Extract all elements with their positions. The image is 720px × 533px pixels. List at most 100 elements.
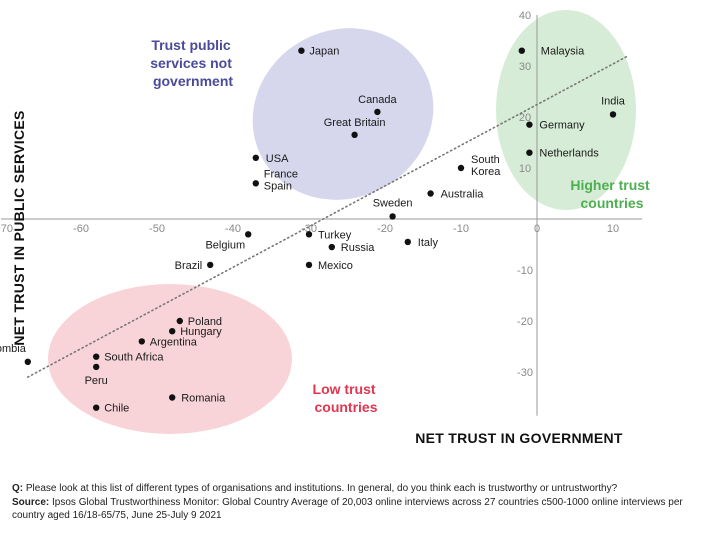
point-label-malaysia: Malaysia <box>541 46 585 58</box>
point-canada <box>374 108 381 116</box>
scatter-chart: -70 -60 -50 -40 -30 -20 -10 0 10 -30 -20 -10 10 20 30 4… <box>0 10 653 446</box>
point-label-turkey: Turkey <box>318 229 352 241</box>
source-text: Ipsos Global Trustworthiness Monitor: Gl… <box>12 496 683 522</box>
point-label-line: Argentina <box>150 336 198 348</box>
point-label-line: Turkey <box>318 229 352 241</box>
point-label-mexico: Mexico <box>318 260 353 272</box>
point-label-south-africa: South Africa <box>104 352 164 364</box>
point-label-canada: Canada <box>358 94 397 106</box>
group-ellipse-trust-public-services <box>252 28 434 200</box>
y-tick-label: 40 <box>519 10 531 22</box>
group-ellipse-higher-trust <box>496 10 636 210</box>
point-label-line: Malaysia <box>541 46 585 58</box>
point-label-line: Spain <box>264 180 292 192</box>
point-label-sweden: Sweden <box>373 197 413 209</box>
point-south-africa <box>93 353 100 360</box>
point-netherlands <box>526 149 533 156</box>
group-label-trust-public-services: Trust public services not government <box>150 37 236 89</box>
point-label-brazil: Brazil <box>175 260 203 272</box>
point-label-poland: Poland <box>188 316 222 328</box>
point-label-line: Brazil <box>175 260 203 272</box>
x-tick-label: -50 <box>149 223 165 235</box>
question-note: Q: Please look at this list of different… <box>12 482 712 496</box>
x-tick-label: 0 <box>534 223 540 235</box>
point-label-line: Poland <box>188 316 222 328</box>
point-label-line: Canada <box>358 94 397 106</box>
point-label-line: Colombia <box>0 343 27 355</box>
point-malaysia <box>518 47 525 54</box>
point-poland <box>176 317 183 325</box>
point-brazil <box>207 261 214 269</box>
point-label-usa: USA <box>266 153 289 165</box>
y-tick-label: 10 <box>519 163 531 175</box>
point-usa <box>252 154 259 161</box>
point-label-netherlands: Netherlands <box>539 148 599 160</box>
point-peru <box>93 363 100 371</box>
point-turkey <box>305 231 313 238</box>
point-label-peru: Peru <box>85 375 108 387</box>
point-label-italy: Italy <box>418 237 439 249</box>
x-tick-label: -40 <box>225 223 241 235</box>
point-germany <box>526 121 533 128</box>
point-label-line: Japan <box>309 46 339 58</box>
point-label-argentina: Argentina <box>150 336 198 348</box>
trendline <box>26 54 630 378</box>
x-tick-label: -70 <box>0 223 13 235</box>
point-argentina <box>138 338 145 345</box>
source-label: Source: <box>12 496 50 508</box>
point-japan <box>298 47 305 54</box>
question-text: Please look at this list of different ty… <box>23 483 618 494</box>
point-sweden <box>389 213 396 220</box>
y-axis-title: NET TRUST IN PUBLIC SERVICES <box>11 110 27 345</box>
point-label-line: Australia <box>441 189 485 201</box>
point-label-line: India <box>601 95 626 107</box>
point-great-britain <box>351 131 358 139</box>
y-tick-label: 20 <box>519 112 531 124</box>
point-label-line: Hungary <box>180 326 222 338</box>
x-tick-label: -30 <box>301 223 317 235</box>
x-tick-label: -60 <box>73 223 89 235</box>
x-tick-label: -10 <box>453 223 469 235</box>
question-label: Q: <box>12 483 24 494</box>
point-belgium <box>245 231 252 238</box>
point-label-india: India <box>601 95 626 107</box>
point-label-south-korea: South Korea <box>471 154 501 178</box>
point-label-belgium: Belgium <box>205 239 245 251</box>
point-label-line: South Africa <box>104 352 164 364</box>
point-romania <box>169 394 176 401</box>
point-label-line: Chile <box>104 403 129 415</box>
point-label-line: Netherlands <box>539 148 599 160</box>
x-tick-label: -20 <box>377 223 393 235</box>
point-label-line: Mexico <box>318 260 353 272</box>
y-tick-label: -20 <box>517 316 533 328</box>
point-label-great-britain: Great Britain <box>324 117 386 129</box>
point-label-line: Great Britain <box>324 117 386 129</box>
point-label-france-spain: France Spain <box>264 168 298 192</box>
trendline-dotted <box>26 54 630 378</box>
point-hungary <box>169 328 176 335</box>
point-label-chile: Chile <box>104 403 129 415</box>
point-label-line: Italy <box>418 237 439 249</box>
point-italy <box>404 238 411 246</box>
data-points: Japan Canada Great Britain USA France Spain Ma… <box>0 46 626 415</box>
point-russia <box>328 243 335 251</box>
point-label-romania: Romania <box>181 393 226 405</box>
point-mexico <box>305 261 313 269</box>
point-label-line: Belgium <box>205 239 245 251</box>
point-label-line: USA <box>266 153 289 165</box>
point-label-line: Germany <box>539 120 585 132</box>
group-label-higher-trust: Higher trust countries <box>570 177 653 211</box>
point-label-line: Russia <box>341 242 376 254</box>
source-note: Source: Ipsos Global Trustworthiness Mon… <box>12 496 712 523</box>
point-label-russia: Russia <box>341 242 376 254</box>
y-tick-label: -30 <box>517 367 533 379</box>
point-chile <box>93 404 100 411</box>
point-label-colombia: Colombia <box>0 343 27 355</box>
point-label-germany: Germany <box>539 120 585 132</box>
point-australia <box>427 190 434 197</box>
axes: -70 -60 -50 -40 -30 -20 -10 0 10 -30 -20 -10 10 20 30 4… <box>0 10 643 416</box>
point-india <box>609 111 617 118</box>
group-ellipse-low-trust <box>48 284 292 434</box>
point-south-korea <box>457 164 465 172</box>
point-label-hungary: Hungary <box>180 326 222 338</box>
